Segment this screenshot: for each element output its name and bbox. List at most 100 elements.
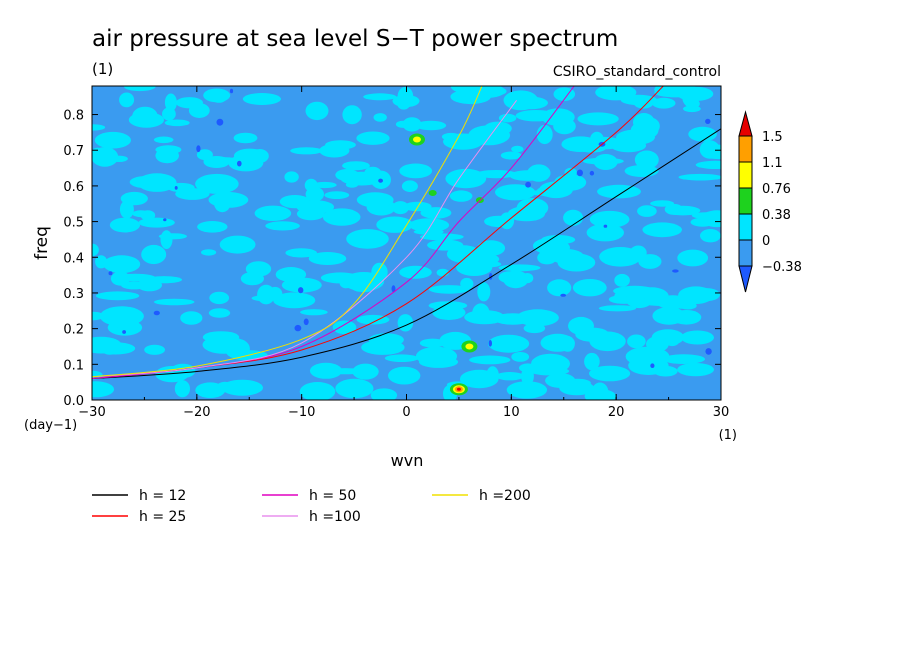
field-contour [488, 334, 530, 353]
field-contour [95, 291, 140, 301]
field-contour [446, 245, 481, 263]
x-unit-label: (1) [719, 428, 737, 443]
field-contour [322, 208, 361, 226]
field-contour [651, 97, 676, 109]
dispersion-curve [92, 128, 721, 380]
field-contour [95, 342, 136, 355]
field-contour [677, 363, 714, 377]
field-contour [294, 324, 302, 332]
field-contour [153, 310, 160, 316]
field-contour [488, 340, 492, 347]
field-contour [175, 97, 203, 109]
field-contour [699, 140, 720, 159]
field-contour [402, 117, 422, 132]
field-contour [498, 113, 517, 123]
dispersion-curve [92, 86, 483, 378]
field-contour [595, 86, 637, 101]
chart-subtitle: (1) [92, 60, 113, 78]
field-contour [320, 272, 360, 284]
field-contour [284, 171, 299, 183]
field-contour [690, 217, 715, 227]
field-contour [356, 192, 394, 208]
field-contour [163, 218, 167, 222]
legend-label: h =200 [479, 488, 531, 504]
field-contour [436, 268, 449, 277]
field-contour [237, 160, 242, 167]
field-contour [175, 188, 210, 200]
y-unit-label: (day−1) [24, 418, 77, 433]
field-contour [392, 201, 409, 215]
field-contour [678, 173, 721, 181]
field-contour [680, 330, 715, 345]
field-contour [279, 195, 311, 209]
field-contour [560, 293, 567, 297]
field-contour [391, 285, 396, 293]
x-tick-label: −30 [78, 405, 105, 420]
field-contour [123, 86, 156, 92]
field-contour [332, 320, 357, 335]
field-contour [399, 265, 432, 279]
field-peak [465, 343, 474, 350]
field-contour [460, 277, 474, 290]
field-contour [378, 178, 383, 183]
field-contour [242, 93, 281, 105]
x-tick-label: 10 [503, 405, 520, 420]
field-contour [209, 291, 230, 305]
field-contour [155, 148, 179, 164]
field-contour [614, 291, 627, 300]
field-contour [495, 372, 525, 381]
field-contour [308, 252, 347, 265]
y-tick-label: 0.1 [63, 358, 84, 373]
field-contour [319, 143, 350, 158]
field-contour [577, 112, 619, 126]
field-contour [164, 119, 190, 127]
field-contour [298, 287, 304, 294]
field-contour [119, 200, 134, 219]
field-contour [363, 93, 397, 101]
curve-legend: h = 12 h = 25 h = 50 h =100 h =200 [92, 488, 531, 525]
field-contour [476, 86, 507, 97]
field-contour [413, 228, 444, 235]
field-contour [141, 244, 167, 265]
field-contour [475, 261, 502, 268]
field-contour [395, 120, 411, 128]
field-contour [506, 381, 548, 399]
y-tick-label: 0.3 [63, 287, 84, 302]
field-contour [174, 380, 190, 398]
field-contour [229, 88, 234, 94]
field-contour [94, 131, 131, 149]
field-contour [640, 296, 682, 306]
field-contour [196, 149, 213, 161]
field-contour [370, 388, 398, 400]
field-contour [122, 330, 126, 334]
field-peak [428, 190, 437, 197]
legend-label: h = 25 [139, 509, 186, 525]
field-contour [197, 221, 228, 233]
field-contour [705, 348, 712, 355]
field-contour [498, 271, 521, 284]
field-contour [364, 166, 382, 179]
y-tick-label: 0.0 [63, 394, 84, 409]
field-contour [597, 184, 641, 199]
field-contour [445, 168, 487, 189]
x-axis-title: wvn [391, 451, 424, 470]
colorbar-top-arrow [738, 110, 753, 137]
y-tick-label: 0.7 [63, 144, 84, 159]
plot-area [92, 86, 721, 400]
field-contour [682, 89, 699, 108]
field-contour [688, 126, 717, 142]
field-contour [409, 218, 450, 233]
field-contour [603, 224, 608, 228]
field-contour [469, 355, 511, 365]
field-contour [376, 216, 413, 233]
field-contour [450, 86, 476, 93]
field-contour [324, 191, 350, 200]
field-contour [545, 373, 576, 388]
field-contours [92, 86, 721, 400]
field-contour [201, 249, 217, 256]
field-contour [299, 382, 336, 400]
field-contour [475, 170, 518, 179]
field-contour [415, 346, 458, 366]
field-contour [361, 339, 405, 355]
